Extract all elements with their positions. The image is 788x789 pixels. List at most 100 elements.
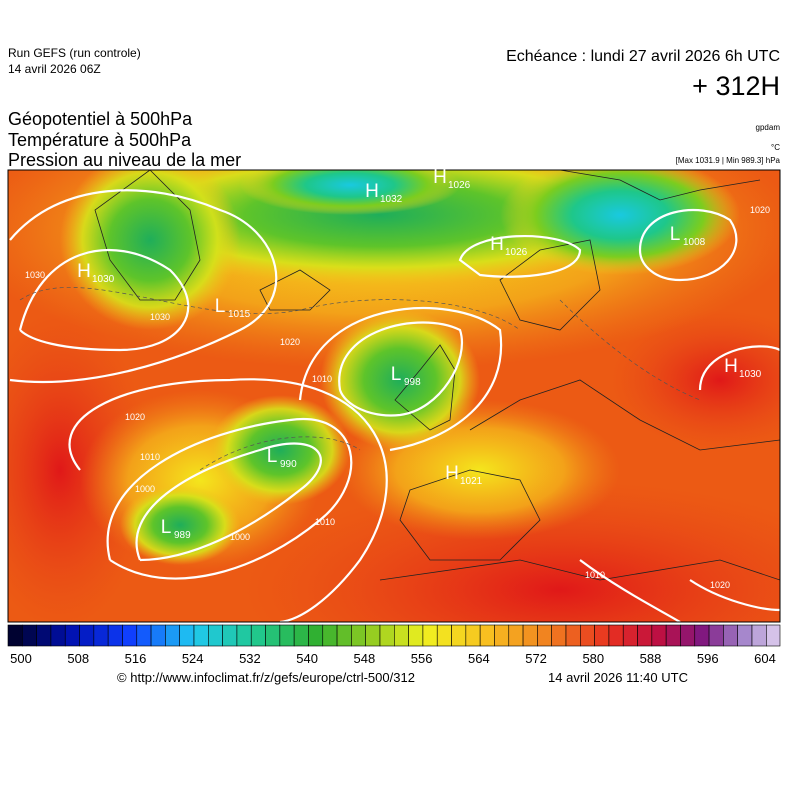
colorbar-swatch <box>250 624 266 647</box>
colorbar-swatch <box>7 624 23 647</box>
colorbar-label: 508 <box>67 651 89 666</box>
center-value: 1030 <box>92 274 115 285</box>
colorbar-swatch <box>50 624 66 647</box>
colorbar-swatch <box>308 624 324 647</box>
center-value: 1032 <box>380 194 403 205</box>
colorbar-swatch <box>179 624 195 647</box>
center-type: L <box>267 446 278 467</box>
isobar-label: 1020 <box>280 337 300 347</box>
colorbar-swatch <box>708 624 724 647</box>
colorbar-swatch <box>336 624 352 647</box>
source-url: © http://www.infoclimat.fr/z/gefs/europe… <box>117 670 415 685</box>
center-type: H <box>724 356 738 377</box>
colorbar-swatch <box>36 624 52 647</box>
colorbar-swatch <box>637 624 653 647</box>
isobar-labels: 1030 1030 1020 1020 1010 1010 1000 1000 1010 1010… <box>25 205 770 590</box>
colorbar-swatch <box>580 624 595 647</box>
colorbar-swatch <box>465 624 481 647</box>
colorbar-swatch <box>394 624 409 647</box>
colorbar-swatch <box>208 624 223 647</box>
colorbar: 500 508 516 524 532 540 548 556 564 572 580 588 596 6… <box>7 624 781 666</box>
colorbar-swatch <box>766 624 781 647</box>
center-value: 990 <box>280 459 297 470</box>
colorbar-swatch <box>723 624 738 647</box>
colorbar-swatch <box>594 624 610 647</box>
field-title: Géopotentiel à 500hPa <box>8 109 193 129</box>
run-date: 14 avril 2026 06Z <box>8 62 101 76</box>
colorbar-swatch <box>22 624 37 647</box>
colorbar-swatch <box>422 624 438 647</box>
center-value: 998 <box>404 377 421 388</box>
colorbar-swatch <box>136 624 152 647</box>
center-value: 1026 <box>448 180 471 191</box>
colorbar-label: 588 <box>640 651 662 666</box>
isobar-label: 1030 <box>25 270 45 280</box>
center-value: 1008 <box>683 237 706 248</box>
field-title: Température à 500hPa <box>8 130 192 150</box>
colorbar-label: 596 <box>697 651 719 666</box>
colorbar-label: 500 <box>10 651 32 666</box>
colorbar-swatch <box>165 624 180 647</box>
colorbar-label: 564 <box>468 651 490 666</box>
center-type: H <box>433 167 447 188</box>
colorbar-swatch <box>265 624 281 647</box>
colorbar-swatch <box>293 624 309 647</box>
colorbar-swatch <box>236 624 252 647</box>
echeance: Echéance : lundi 27 avril 2026 6h UTC <box>506 48 780 65</box>
colorbar-label: 572 <box>525 651 547 666</box>
colorbar-swatch <box>479 624 495 647</box>
map <box>8 170 780 622</box>
colorbar-swatch <box>451 624 467 647</box>
isobar-label: 1020 <box>750 205 770 215</box>
colorbar-swatch <box>494 624 510 647</box>
colorbar-swatch <box>322 624 338 647</box>
colorbar-swatch <box>122 624 138 647</box>
colorbar-swatch <box>150 624 166 647</box>
isobar-label: 1030 <box>150 312 170 322</box>
isobar-label: 1000 <box>230 532 250 542</box>
isobar-label: 1010 <box>315 517 335 527</box>
center-value: 989 <box>174 530 191 541</box>
center-value: 1026 <box>505 247 528 258</box>
center-type: H <box>77 261 91 282</box>
colorbar-label: 556 <box>411 651 433 666</box>
run-label: Run GEFS (run controle) <box>8 46 141 60</box>
isobar-label: 1010 <box>585 570 605 580</box>
center-type: L <box>161 517 172 538</box>
center-type: L <box>215 296 226 317</box>
colorbar-swatch <box>622 624 638 647</box>
colorbar-swatch <box>408 624 424 647</box>
colorbar-label: 524 <box>182 651 204 666</box>
map-frame <box>7 169 781 623</box>
colorbar-swatch <box>737 624 753 647</box>
isobar-label: 1010 <box>140 452 160 462</box>
center-type: H <box>490 234 504 255</box>
colorbar-label: 516 <box>125 651 147 666</box>
colorbar-swatch <box>508 624 524 647</box>
center-type: H <box>365 181 379 202</box>
colorbar-label: 604 <box>754 651 776 666</box>
colorbar-swatch <box>565 624 581 647</box>
colorbar-swatch <box>680 624 696 647</box>
center-value: 1015 <box>228 309 251 320</box>
colorbar-swatch <box>436 624 452 647</box>
colorbar-swatch <box>551 624 567 647</box>
isobar-label: 1020 <box>125 412 145 422</box>
isobar-label: 1010 <box>312 374 332 384</box>
colorbar-label: 580 <box>582 651 604 666</box>
center-type: H <box>445 463 459 484</box>
unit: gpdam <box>756 123 781 132</box>
center-type: L <box>670 224 681 245</box>
issue-time: 14 avril 2026 11:40 UTC <box>548 670 688 685</box>
colorbar-swatch <box>608 624 624 647</box>
colorbar-swatch <box>193 624 209 647</box>
colorbar-swatch <box>694 624 710 647</box>
colorbar-swatch <box>751 624 767 647</box>
unit: °C <box>771 143 780 152</box>
colorbar-swatch <box>222 624 238 647</box>
field-title: Pression au niveau de la mer <box>8 150 241 170</box>
lead-time: + 312H <box>692 71 780 101</box>
